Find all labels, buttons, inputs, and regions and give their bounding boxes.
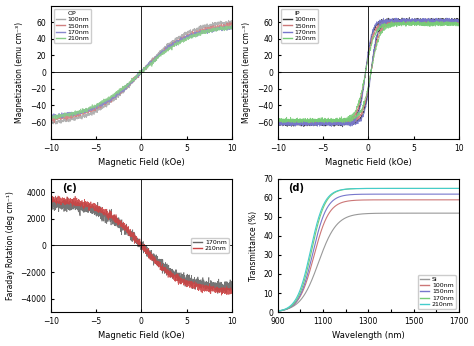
Text: (a): (a): [62, 10, 77, 19]
X-axis label: Magnetic Field (kOe): Magnetic Field (kOe): [98, 331, 185, 340]
Legend: IP, 100nm, 150nm, 170nm, 210nm: IP, 100nm, 150nm, 170nm, 210nm: [281, 9, 319, 43]
Legend: 170nm, 210nm: 170nm, 210nm: [191, 238, 229, 253]
Legend: Si, 100nm, 150nm, 170nm, 210nm: Si, 100nm, 150nm, 170nm, 210nm: [418, 274, 456, 309]
X-axis label: Magnetic Field (kOe): Magnetic Field (kOe): [98, 158, 185, 167]
X-axis label: Magnetic Field (kOe): Magnetic Field (kOe): [325, 158, 411, 167]
Text: (d): (d): [289, 183, 305, 193]
X-axis label: Wavelength (nm): Wavelength (nm): [332, 331, 405, 340]
Y-axis label: Transmittance (%): Transmittance (%): [248, 210, 257, 281]
Text: (c): (c): [62, 183, 76, 193]
Y-axis label: Magnetization (emu cm⁻³): Magnetization (emu cm⁻³): [242, 21, 251, 123]
Y-axis label: Magnetization (emu cm⁻³): Magnetization (emu cm⁻³): [15, 21, 24, 123]
Y-axis label: Faraday Rotation (deg cm⁻¹): Faraday Rotation (deg cm⁻¹): [6, 191, 15, 300]
Legend: OP, 100nm, 150nm, 170nm, 210nm: OP, 100nm, 150nm, 170nm, 210nm: [54, 9, 91, 43]
Text: (b): (b): [289, 10, 305, 19]
